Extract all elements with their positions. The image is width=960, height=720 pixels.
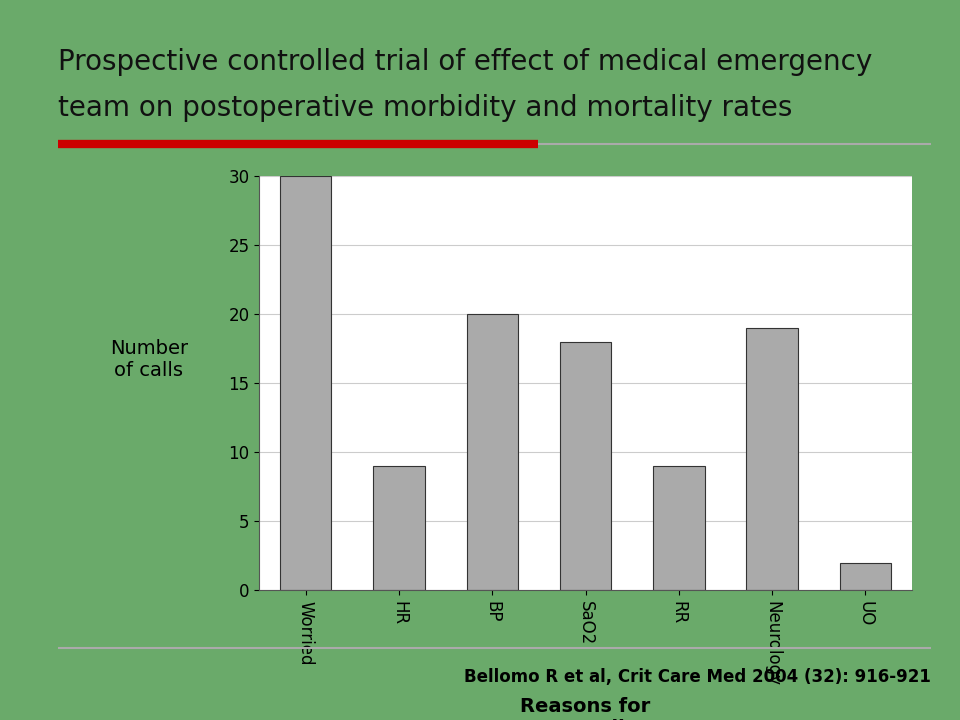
Bar [373,467,424,590]
Text: Number
of calls: Number of calls [109,340,188,380]
Bar [747,328,798,590]
Text: Bellomo R et al, Crit Care Med 2004 (32): 916-921: Bellomo R et al, Crit Care Med 2004 (32)… [465,668,931,685]
Bar [840,563,891,590]
X-axis label: Reasons for
MET calls: Reasons for MET calls [520,697,651,720]
Bar [280,176,331,590]
Bar [560,342,612,590]
Bar [467,315,518,590]
Text: Prospective controlled trial of effect of medical emergency: Prospective controlled trial of effect o… [58,48,872,76]
Text: team on postoperative morbidity and mortality rates: team on postoperative morbidity and mort… [58,94,792,122]
Bar [653,467,705,590]
